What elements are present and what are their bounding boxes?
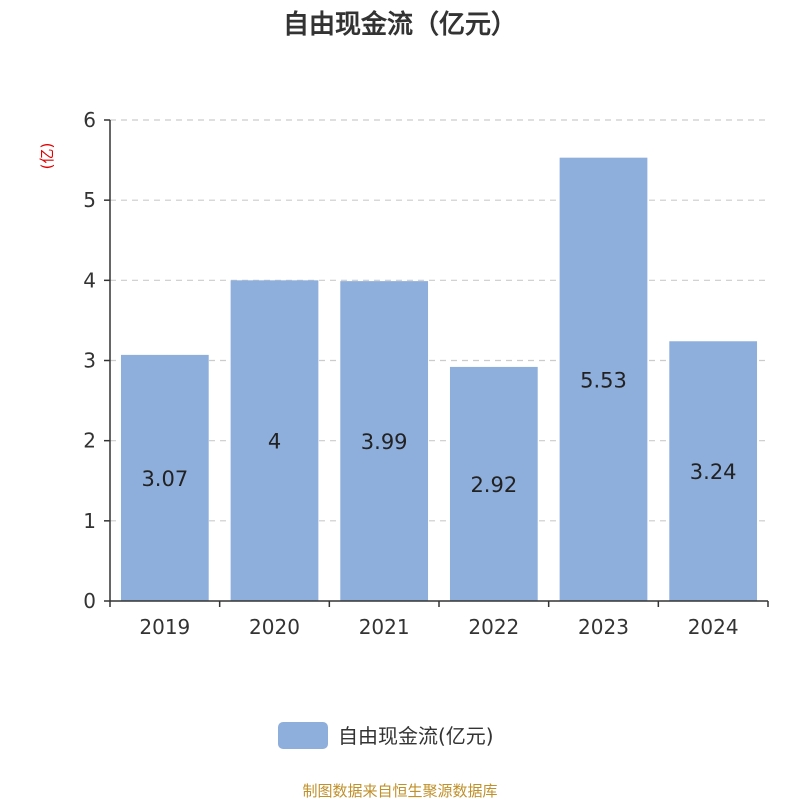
y-tick-label: 2	[83, 429, 96, 453]
bar-2021	[340, 281, 429, 601]
x-tick-label-2021: 2021	[359, 615, 410, 639]
y-tick-label: 5	[83, 188, 96, 212]
legend[interactable]: 自由现金流(亿元)	[278, 722, 494, 749]
source-credit: 制图数据来自恒生聚源数据库	[302, 782, 497, 800]
x-tick-label-2024: 2024	[688, 615, 739, 639]
x-tick-label-2022: 2022	[468, 615, 519, 639]
x-tick-label-2019: 2019	[139, 615, 190, 639]
y-axis: 0 1 2 3 4 5 6	[83, 108, 111, 613]
y-tick-label: 6	[83, 108, 96, 132]
bar-2024	[669, 341, 758, 601]
data-label-2024: 3.24	[690, 460, 737, 484]
x-tick-label-2023: 2023	[578, 615, 629, 639]
data-label-2023: 5.53	[580, 368, 627, 392]
data-label-2019: 3.07	[141, 467, 188, 491]
legend-label[interactable]: 自由现金流(亿元)	[338, 724, 494, 748]
data-label-2022: 2.92	[470, 473, 517, 497]
bar-2023	[559, 157, 648, 601]
bars	[120, 157, 758, 601]
data-label-2021: 3.99	[361, 430, 408, 454]
x-axis: 2019 2020 2021 2022 2023 2024	[109, 600, 769, 639]
y-tick-label: 1	[83, 509, 96, 533]
chart-title: 自由现金流（亿元）	[283, 9, 517, 40]
bar-2019	[120, 354, 209, 601]
data-labels: 3.07 4 3.99 2.92 5.53 3.24	[141, 368, 736, 497]
data-label-2020: 4	[268, 430, 281, 454]
x-tick-label-2020: 2020	[249, 615, 300, 639]
y-axis-label: (亿)	[38, 143, 56, 170]
y-tick-label: 3	[83, 349, 96, 373]
y-tick-label: 4	[83, 268, 96, 292]
y-tick-label: 0	[83, 589, 96, 613]
bar-2022	[449, 366, 538, 601]
bar-2020	[230, 280, 319, 601]
legend-swatch[interactable]	[278, 722, 328, 749]
